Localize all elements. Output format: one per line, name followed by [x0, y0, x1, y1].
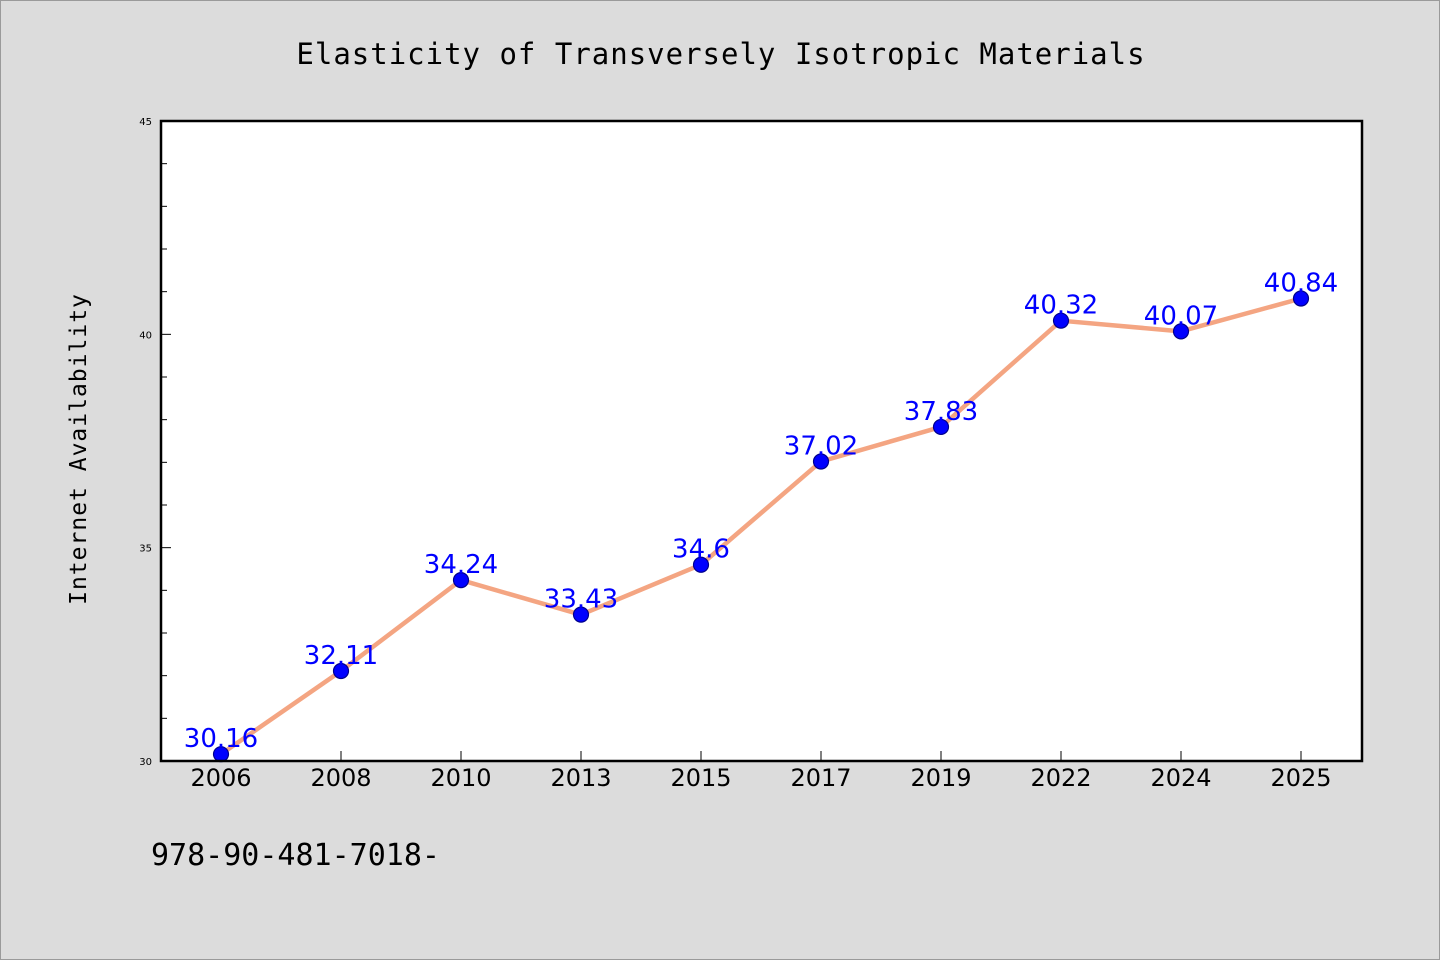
data-label: 34.24	[424, 550, 498, 580]
y-tick-label: 40	[139, 330, 152, 341]
x-tick-label: 2013	[550, 764, 611, 792]
data-label: 32.11	[304, 641, 378, 671]
data-label: 40.07	[1144, 301, 1218, 331]
x-axis: 2006 2008 2010 2013 2015 2017 2019 2022 2024 2025	[190, 751, 1332, 792]
series-line-group: 30.16 32.11 34.24 33.43 34.6 37.02 37.83 40.32 4…	[184, 268, 1338, 763]
data-label: 37.83	[904, 397, 978, 427]
x-tick-label: 2025	[1270, 764, 1331, 792]
data-point	[692, 556, 710, 573]
data-label: 37.02	[784, 431, 858, 461]
data-point	[572, 606, 590, 623]
data-label: 34.6	[672, 535, 730, 565]
x-tick-label: 2015	[670, 764, 731, 792]
x-tick-label: 2008	[310, 764, 371, 792]
y-tick-label: 30	[139, 757, 152, 768]
x-tick-label: 2006	[190, 764, 251, 792]
footer-isbn-text: 978-90-481-7018-	[151, 838, 440, 873]
chart-title: Elasticity of Transversely Isotropic Mat…	[296, 37, 1145, 71]
data-point	[1292, 290, 1310, 307]
x-tick-label: 2019	[910, 764, 971, 792]
x-tick-label: 2022	[1030, 764, 1091, 792]
series-line	[218, 296, 1304, 757]
data-point	[1172, 323, 1190, 340]
data-label: 40.84	[1264, 268, 1338, 298]
y-tick-label: 35	[139, 544, 152, 555]
data-label: 33.43	[544, 585, 618, 615]
data-point	[932, 418, 950, 436]
data-label: 30.16	[184, 724, 258, 754]
x-tick-label: 2010	[430, 764, 491, 792]
y-axis-label: Internet Availability	[66, 293, 92, 605]
plot-frame	[159, 119, 1364, 763]
x-tick-label: 2017	[790, 764, 851, 792]
data-point	[1052, 312, 1070, 329]
data-label: 40.32	[1024, 291, 1098, 321]
y-tick-label: 45	[139, 117, 152, 128]
x-tick-label: 2024	[1150, 764, 1211, 792]
data-point	[812, 453, 830, 470]
data-point	[452, 571, 470, 589]
data-point	[332, 662, 350, 680]
